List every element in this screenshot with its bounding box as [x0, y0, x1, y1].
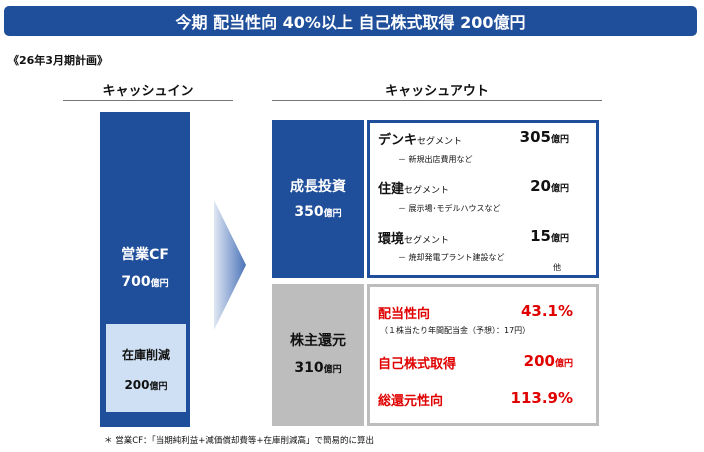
return-detail-panel [367, 284, 599, 426]
inventory-reduction-unit: 億円 [149, 382, 168, 392]
share-buyback-amount: 200 [523, 352, 555, 370]
growth-investment-value: 350億円 [272, 204, 364, 220]
segment-denki-name: デンキセグメント [378, 129, 462, 148]
segment-juken-amount: 20 [530, 177, 551, 195]
operating-cf-amount: 700 [121, 274, 151, 290]
segment-kankyo-unit: 億円 [550, 234, 569, 244]
shareholder-return-label: 株主還元 [290, 333, 346, 349]
segment-juken-note: － 展示場･モデルハウスなど [398, 204, 501, 213]
operating-cf-label: 営業CF [121, 247, 169, 263]
shareholder-return-amount: 310 [294, 360, 324, 376]
segment-denki-label: デンキ [378, 133, 418, 148]
share-buyback-label: 自己株式取得 [378, 357, 457, 372]
flow-arrow-icon [214, 200, 246, 330]
title-banner: 今期 配当性向 40%以上 自己株式取得 200億円 [4, 6, 697, 36]
segment-denki-suffix: セグメント [417, 137, 463, 147]
shareholder-return-value: 310億円 [272, 360, 364, 376]
segment-kankyo-suffix: セグメント [404, 236, 450, 246]
growth-investment-box [272, 120, 364, 278]
segment-kankyo-label: 環境 [378, 232, 405, 247]
growth-investment-label: 成長投資 [290, 179, 346, 195]
inventory-reduction-label: 在庫削減 [121, 348, 170, 362]
growth-investment-unit: 億円 [323, 209, 342, 219]
plan-period-label: 《26年3月期計画》 [8, 54, 108, 67]
segment-denki-value: 305億円 [499, 128, 569, 146]
cash-out-heading: キャッシュアウト [385, 84, 489, 99]
segment-juken-name: 住建セグメント [378, 178, 449, 197]
segment-juken-unit: 億円 [550, 184, 569, 194]
operating-cf-unit: 億円 [150, 279, 169, 289]
segment-kankyo-note: － 焼却発電プラント建設など [398, 253, 505, 262]
payout-ratio-label: 配当性向 [378, 307, 431, 322]
footnote: ＊ 営業CF：「当期純利益+減価償却費等+在庫削減高」で簡易的に算出 [104, 436, 375, 446]
segment-juken-label: 住建 [378, 182, 405, 197]
cash-in-underline [63, 100, 233, 101]
total-return-ratio-label: 総還元性向 [378, 394, 444, 409]
banner-title: 今期 配当性向 40%以上 自己株式取得 200億円 [175, 13, 526, 32]
inventory-reduction-value: 200億円 [106, 378, 186, 392]
dividend-per-share-note: （１株当たり年間配当金（予想）：17円） [380, 326, 531, 335]
segment-etc-label: 他 [553, 263, 561, 272]
share-buyback-value: 200億円 [483, 352, 573, 370]
segment-kankyo-amount: 15 [530, 227, 551, 245]
growth-investment-amount: 350 [294, 204, 324, 220]
shareholder-return-unit: 億円 [323, 365, 342, 375]
segment-denki-amount: 305 [519, 128, 551, 146]
inventory-reduction-box [106, 324, 186, 412]
inventory-reduction-amount: 200 [124, 378, 150, 392]
cash-in-heading: キャッシュイン [102, 84, 194, 99]
segment-juken-suffix: セグメント [404, 186, 450, 196]
shareholder-return-box [272, 284, 364, 426]
share-buyback-unit: 億円 [554, 359, 573, 369]
total-return-ratio-value: 113.9% [510, 389, 573, 407]
segment-denki-note: － 新規出店費用など [398, 155, 473, 164]
cash-out-underline [272, 100, 602, 101]
segment-denki-unit: 億円 [550, 135, 569, 145]
segment-kankyo-name: 環境セグメント [378, 228, 449, 247]
payout-ratio-value: 43.1% [520, 302, 573, 320]
segment-kankyo-value: 15億円 [499, 227, 569, 245]
segment-breakdown-panel [367, 120, 599, 278]
operating-cf-value: 700億円 [100, 274, 190, 290]
segment-juken-value: 20億円 [499, 177, 569, 195]
